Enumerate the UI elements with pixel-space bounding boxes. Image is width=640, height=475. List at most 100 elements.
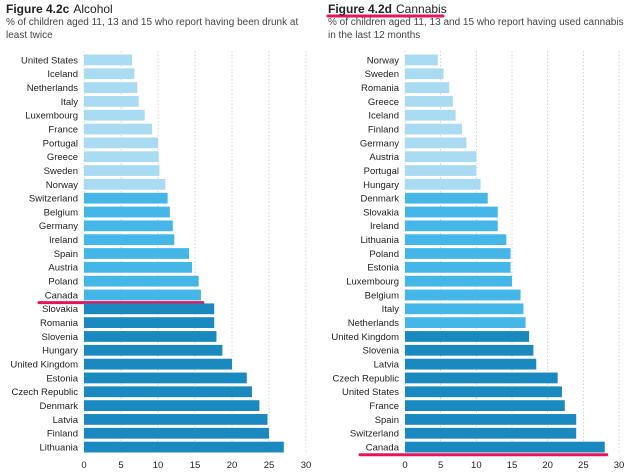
cannabis-figure-number: Figure 4.2d: [328, 2, 393, 16]
alcohol-bar-chart: 0 5 10 15 20 25 30 United States Iceland Netherla…: [10, 51, 311, 471]
cannabis-figure-subtitle: % of children aged 11, 13 and 15 who rep…: [328, 17, 624, 41]
cannabis-x-tick-label: 15: [507, 460, 518, 471]
alcohol-bar-canada: [84, 289, 201, 301]
cannabis-bar-lithuania: [405, 234, 507, 246]
alcohol-bar-hungary: [84, 344, 223, 356]
alcohol-category-label: Austria: [48, 263, 78, 274]
cannabis-category-label: United Kingdom: [331, 332, 399, 343]
alcohol-figure-title: Alcohol: [73, 2, 113, 16]
alcohol-category-label: Netherlands: [27, 83, 78, 94]
cannabis-category-label: Denmark: [360, 194, 399, 205]
alcohol-category-label: Czech Republic: [11, 387, 78, 398]
cannabis-bar-romania: [405, 82, 450, 93]
cannabis-category-label: Latvia: [374, 360, 400, 371]
cannabis-bar-united-states: [405, 386, 562, 398]
cannabis-bar-canada: [405, 441, 605, 453]
alcohol-category-label: United States: [21, 55, 78, 66]
alcohol-category-label: Lithuania: [39, 442, 78, 453]
cannabis-chart-panel: 0 5 10 15 20 25 30 Norway Sweden Romania Greece Ice…: [322, 0, 640, 475]
alcohol-bar-romania: [84, 317, 215, 329]
alcohol-bar-belgium: [84, 206, 170, 218]
cannabis-category-label: Finland: [368, 124, 399, 135]
cannabis-category-label: Switzerland: [350, 429, 399, 440]
cannabis-category-label: Iceland: [368, 111, 399, 122]
cannabis-bar-slovenia: [405, 344, 534, 356]
alcohol-bar-lithuania: [84, 441, 284, 453]
alcohol-bar-poland: [84, 275, 199, 287]
cannabis-bar-ireland: [405, 220, 498, 232]
alcohol-bar-united-kingdom: [84, 358, 232, 370]
alcohol-bar-latvia: [84, 414, 268, 425]
cannabis-category-label: Slovenia: [363, 346, 400, 357]
alcohol-category-label: Belgium: [44, 207, 78, 218]
cannabis-bar-slovakia: [405, 206, 498, 218]
alcohol-x-tick-label: 15: [190, 460, 201, 471]
cannabis-category-label: Hungary: [363, 180, 399, 191]
alcohol-category-label: Estonia: [46, 373, 78, 384]
alcohol-bar-sweden: [84, 165, 160, 176]
cannabis-bar-hungary: [405, 178, 481, 190]
cannabis-category-label: Lithuania: [360, 235, 399, 246]
cannabis-category-label: Canada: [366, 442, 400, 453]
cannabis-category-label: Belgium: [365, 290, 399, 301]
cannabis-category-label: Ireland: [370, 221, 399, 232]
alcohol-bar-netherlands: [84, 82, 138, 93]
alcohol-x-tick-label: 5: [118, 460, 123, 471]
alcohol-bar-austria: [84, 261, 193, 273]
alcohol-category-label: United Kingdom: [10, 360, 78, 371]
alcohol-bar-iceland: [84, 68, 135, 80]
cannabis-bar-latvia: [405, 358, 537, 370]
cannabis-bar-czech-republic: [405, 372, 558, 384]
alcohol-bar-spain: [84, 248, 190, 259]
cannabis-x-tick-label: 5: [438, 460, 443, 471]
alcohol-bar-greece: [84, 151, 159, 163]
alcohol-category-label: Slovakia: [42, 304, 79, 315]
cannabis-bar-sweden: [405, 68, 444, 80]
cannabis-category-label: Czech Republic: [332, 373, 399, 384]
alcohol-bar-denmark: [84, 400, 260, 411]
alcohol-chart-panel: Figure 4.2c Alcohol % of children aged 11…: [6, 2, 311, 471]
alcohol-bar-slovenia: [84, 331, 217, 342]
cannabis-figure-heading: Figure 4.2d Cannabis: [328, 2, 447, 16]
alcohol-category-label: Latvia: [53, 415, 79, 426]
cannabis-category-label: Italy: [382, 304, 400, 315]
alcohol-bar-luxembourg: [84, 109, 145, 121]
alcohol-category-label: Switzerland: [29, 194, 78, 205]
cannabis-bar-chart: 0 5 10 15 20 25 30 Norway Sweden Romania Greece Ice…: [326, 14, 624, 471]
alcohol-category-label: Sweden: [44, 166, 78, 177]
cannabis-bar-finland: [405, 123, 463, 135]
cannabis-category-label: United States: [342, 387, 399, 398]
alcohol-category-label: Greece: [47, 152, 78, 163]
alcohol-bar-slovakia: [84, 303, 215, 315]
cannabis-bar-france: [405, 400, 565, 411]
cannabis-bar-greece: [405, 96, 453, 107]
alcohol-category-label: Romania: [40, 318, 79, 329]
cannabis-bar-norway: [405, 54, 438, 66]
cannabis-category-label: Romania: [361, 83, 400, 94]
cannabis-category-label: Germany: [360, 138, 399, 149]
cannabis-bar-spain: [405, 414, 577, 425]
cannabis-bar-poland: [405, 248, 511, 259]
alcohol-bar-czech-republic: [84, 386, 252, 398]
alcohol-figure-number: Figure 4.2c: [6, 2, 70, 16]
alcohol-category-label: Luxembourg: [25, 111, 78, 122]
cannabis-bar-united-kingdom: [405, 331, 530, 342]
alcohol-bar-germany: [84, 220, 173, 232]
cannabis-category-label: Spain: [375, 415, 399, 426]
alcohol-x-tick-label: 20: [227, 460, 238, 471]
alcohol-category-label: Hungary: [42, 346, 78, 357]
cannabis-category-label: Austria: [369, 152, 399, 163]
cannabis-x-tick-label: 20: [542, 460, 553, 471]
alcohol-category-label: Portugal: [43, 138, 78, 149]
alcohol-category-label: Iceland: [47, 69, 78, 80]
alcohol-bar-norway: [84, 178, 166, 190]
alcohol-category-label: Norway: [46, 180, 78, 191]
cannabis-bar-iceland: [405, 109, 456, 121]
cannabis-bar-portugal: [405, 165, 477, 176]
alcohol-x-tick-label: 10: [153, 460, 164, 471]
cannabis-bar-germany: [405, 137, 467, 149]
cannabis-bar-switzerland: [405, 427, 577, 439]
alcohol-category-label: France: [48, 124, 78, 135]
cannabis-bar-estonia: [405, 261, 511, 273]
cannabis-category-label: Portugal: [364, 166, 399, 177]
